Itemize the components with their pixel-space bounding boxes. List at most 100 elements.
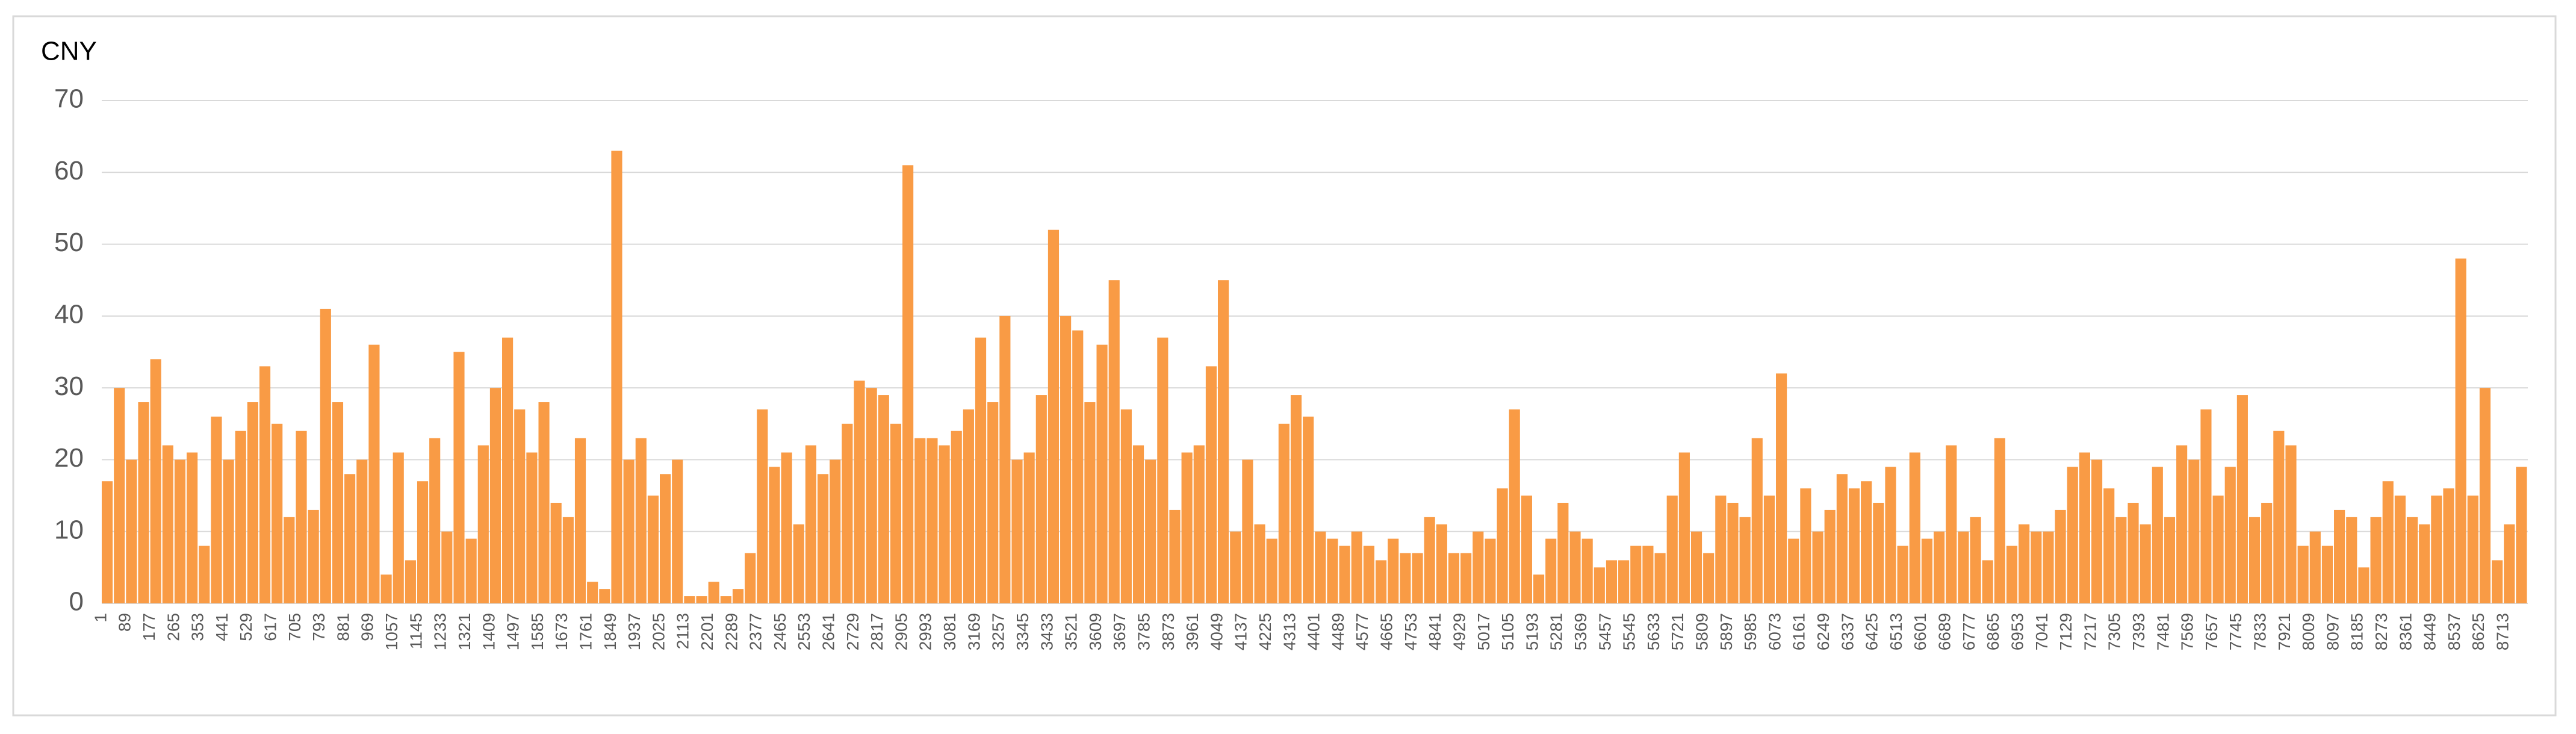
x-tick-label: 1673 [552, 613, 571, 650]
bar [150, 359, 161, 603]
bar [2406, 517, 2418, 603]
bar [1897, 546, 1908, 603]
bar [1654, 553, 1666, 603]
bar [1751, 438, 1763, 603]
x-tick-label: 6073 [1765, 613, 1784, 650]
bar [963, 409, 974, 603]
x-tick-label: 5633 [1644, 613, 1663, 650]
bar [1485, 538, 1496, 603]
bar [1339, 546, 1350, 603]
bar [684, 596, 695, 603]
bar [1885, 467, 1896, 603]
bar [647, 496, 659, 603]
bar [1132, 445, 1144, 603]
x-tick-label: 6777 [1960, 613, 1978, 650]
bar [429, 438, 441, 603]
x-tick-label: 441 [213, 613, 231, 641]
x-tick-label: 1233 [431, 613, 450, 650]
bar [842, 423, 853, 603]
x-tick-label: 5105 [1498, 613, 1517, 650]
bar [2249, 517, 2261, 603]
x-tick-label: 3081 [940, 613, 959, 650]
y-tick-label: 20 [54, 443, 84, 473]
bar [453, 352, 465, 603]
bar [2504, 524, 2515, 603]
bar [1303, 416, 1314, 603]
bar [1606, 560, 1618, 603]
bar [1836, 474, 1848, 603]
x-tick-label: 1849 [601, 613, 619, 650]
bar [247, 402, 258, 603]
x-tick-label: 7833 [2250, 613, 2269, 650]
bar [975, 337, 987, 603]
bar [817, 474, 829, 603]
bar [2382, 481, 2394, 603]
bar [1861, 481, 1872, 603]
bar [2370, 517, 2382, 603]
bar [2188, 459, 2200, 603]
x-tick-label: 969 [358, 613, 377, 641]
x-tick-label: 8273 [2372, 613, 2391, 650]
bar [1448, 553, 1460, 603]
x-tick-label: 8185 [2348, 613, 2367, 650]
x-tick-label: 5457 [1595, 613, 1614, 650]
bar [1363, 546, 1374, 603]
bar [2273, 431, 2285, 603]
x-tick-label: 881 [334, 613, 352, 641]
bar [320, 308, 331, 603]
bar [1642, 546, 1654, 603]
bar [2212, 496, 2224, 603]
x-tick-label: 5721 [1668, 613, 1687, 650]
bar [599, 589, 610, 603]
x-tick-label: 705 [285, 613, 304, 641]
bar [878, 395, 889, 603]
bar [1327, 538, 1338, 603]
bar [235, 431, 246, 603]
x-tick-label: 8361 [2396, 613, 2415, 650]
bar [223, 459, 234, 603]
x-tick-label: 8097 [2323, 613, 2342, 650]
bar [1400, 553, 1411, 603]
bar [1946, 445, 1957, 603]
bar [296, 431, 307, 603]
bar [2152, 467, 2163, 603]
bar [1666, 496, 1678, 603]
bar [2394, 496, 2406, 603]
bar [939, 445, 950, 603]
x-tick-label: 6865 [1984, 613, 2002, 650]
bar [1157, 337, 1169, 603]
bar [1727, 503, 1739, 603]
bar [138, 402, 149, 603]
x-tick-label: 1761 [576, 613, 595, 650]
x-tick-label: 6425 [1863, 613, 1881, 650]
chart-frame [12, 15, 2557, 717]
bar [1460, 553, 1472, 603]
bar [696, 596, 707, 603]
bar [2261, 503, 2273, 603]
bar [538, 402, 550, 603]
bar [1290, 395, 1302, 603]
bar [999, 316, 1011, 603]
x-tick-label: 5193 [1522, 613, 1541, 650]
x-tick-label: 5017 [1474, 613, 1493, 650]
bar [1690, 531, 1702, 603]
x-tick-label: 4577 [1353, 613, 1371, 650]
bar [1909, 452, 1920, 603]
x-tick-label: 7041 [2032, 613, 2051, 650]
bar [708, 582, 719, 603]
bar [1533, 574, 1545, 603]
y-tick-label: 60 [54, 156, 84, 185]
bar [2467, 496, 2478, 603]
x-tick-label: 6337 [1838, 613, 1857, 650]
bar [1424, 517, 1435, 603]
bar [1509, 409, 1520, 603]
bar [2164, 517, 2176, 603]
bar [344, 474, 356, 603]
bar [574, 438, 586, 603]
y-tick-label: 70 [54, 84, 84, 114]
x-tick-label: 4401 [1305, 613, 1323, 650]
bar [2031, 531, 2042, 603]
x-tick-label: 2817 [867, 613, 886, 650]
y-tick-label: 40 [54, 299, 84, 329]
bar [902, 165, 914, 603]
